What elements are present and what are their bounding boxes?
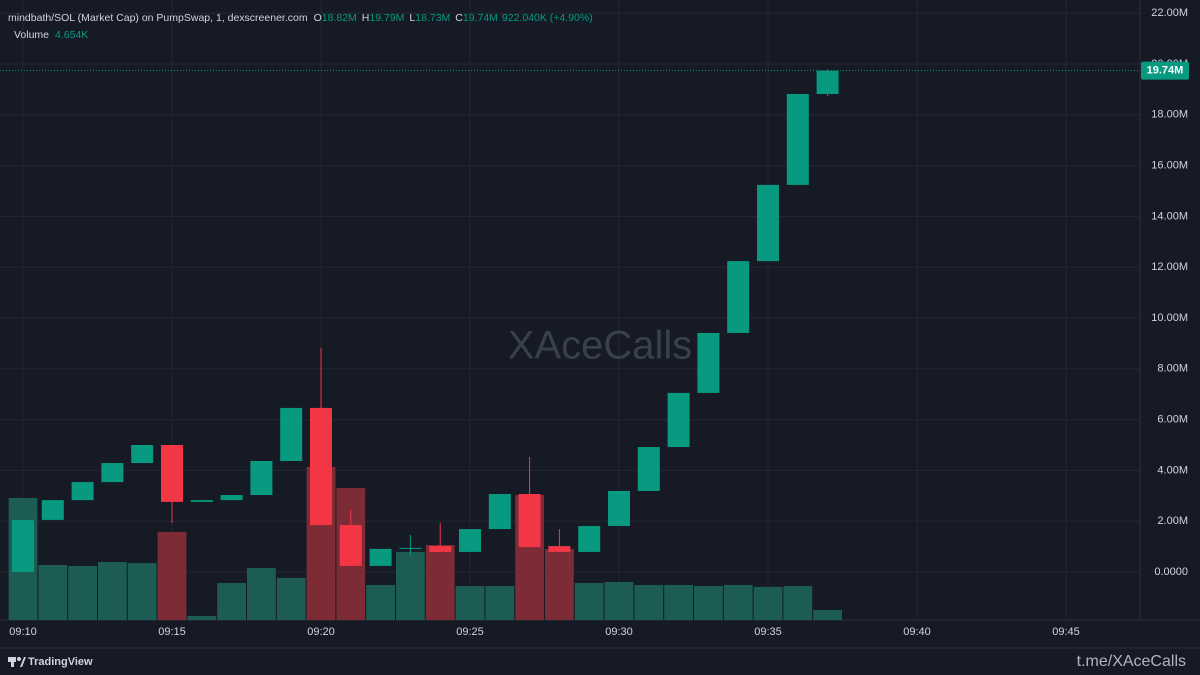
volume-bar	[187, 615, 217, 620]
volume-bar	[604, 581, 634, 620]
candle-body	[310, 407, 332, 526]
candle-body	[41, 500, 64, 520]
volume-bar	[455, 586, 485, 620]
candle-body	[727, 261, 750, 333]
candle-body	[190, 500, 213, 502]
candle-body	[816, 70, 839, 94]
candle-body	[339, 525, 362, 566]
price-label: 19.74M	[1147, 65, 1184, 77]
volume-bar	[157, 531, 187, 620]
footer-link: t.me/XAceCalls	[1077, 653, 1186, 670]
y-tick-label: 6.00M	[1157, 414, 1188, 426]
x-tick-label: 09:15	[158, 626, 186, 638]
volume-bar	[366, 584, 395, 620]
volume-bar	[545, 549, 574, 620]
candle-body	[637, 447, 660, 491]
x-tick-label: 09:20	[307, 626, 335, 638]
legend-key: O	[314, 12, 322, 24]
y-tick-label: 14.00M	[1151, 210, 1188, 222]
candle-body	[578, 526, 601, 552]
x-tick-label: 09:40	[903, 626, 931, 638]
watermark: XAceCalls	[508, 324, 693, 368]
volume-bar	[276, 577, 306, 620]
candle-body	[548, 546, 571, 552]
candle-body	[131, 444, 154, 464]
candle-body	[220, 495, 243, 501]
volume-bar	[783, 586, 813, 620]
volume-bar	[98, 561, 127, 620]
x-tick-label: 09:10	[9, 626, 37, 638]
x-tick-label: 09:35	[754, 626, 782, 638]
legend-value: 19.79M	[369, 12, 404, 24]
tv-logo	[8, 657, 26, 667]
y-tick-label: 16.00M	[1151, 160, 1188, 172]
candle-body	[459, 529, 481, 552]
y-tick-label: 2.00M	[1157, 515, 1188, 527]
price-label-box	[1141, 61, 1189, 80]
candle-body	[280, 407, 303, 461]
y-tick-label: 12.00M	[1151, 261, 1188, 273]
candle-body	[667, 392, 690, 448]
legend-key: C	[455, 12, 463, 24]
legend-key: L	[409, 12, 415, 24]
y-tick-label: 22.00M	[1151, 7, 1188, 19]
legend-value: 19.74M	[463, 12, 498, 24]
volume-bar	[574, 583, 604, 620]
candle-body	[250, 460, 273, 496]
y-tick-label: 4.00M	[1157, 464, 1188, 476]
volume-bar	[217, 583, 246, 620]
volume-bar	[396, 551, 425, 620]
candle-body	[399, 547, 422, 549]
volume-header: Volume 4.654K	[14, 29, 88, 41]
brand: TradingView	[28, 656, 93, 668]
volume-bar	[485, 586, 515, 620]
candle-body	[12, 519, 34, 572]
volume-bar	[694, 586, 723, 620]
volume-bar	[723, 584, 753, 620]
volume-bar	[38, 564, 68, 620]
volume-value: 4.654K	[55, 29, 88, 41]
chart-header: mindbath/SOL (Market Cap) on PumpSwap, 1…	[8, 12, 593, 24]
y-tick-label: 8.00M	[1157, 363, 1188, 375]
candle-body	[518, 494, 541, 548]
volume-bar	[664, 584, 693, 620]
x-tick-label: 09:25	[456, 626, 484, 638]
volume-bar	[127, 563, 157, 620]
volume-bar	[68, 566, 97, 620]
candle-body	[786, 93, 809, 185]
legend-value: 18.73M	[415, 12, 450, 24]
volume-title: Volume	[14, 29, 49, 41]
legend-change: 922.040K (+4.90%)	[502, 12, 593, 24]
volume-bar	[425, 545, 455, 620]
legend-value: 18.82M	[322, 12, 357, 24]
candle-body	[488, 494, 511, 530]
candle-body	[429, 546, 452, 552]
candle-body	[757, 184, 779, 262]
y-tick-label: 0.0000	[1154, 566, 1188, 578]
candle-body	[161, 444, 183, 502]
volume-bar	[753, 586, 783, 620]
chart-title: mindbath/SOL (Market Cap) on PumpSwap, 1…	[8, 12, 308, 24]
candle-body	[71, 482, 94, 501]
x-tick-label: 09:45	[1052, 626, 1080, 638]
x-tick-label: 09:30	[605, 626, 633, 638]
y-tick-label: 10.00M	[1151, 312, 1188, 324]
volume-bar	[247, 567, 276, 620]
candle-body	[101, 463, 124, 483]
y-tick-label: 18.00M	[1151, 109, 1188, 121]
candle-body	[369, 548, 392, 566]
volume-bar	[634, 584, 664, 620]
volume-bar	[813, 609, 842, 620]
candle-body	[697, 332, 720, 393]
legend-key: H	[362, 12, 370, 24]
candle-body	[608, 490, 630, 527]
